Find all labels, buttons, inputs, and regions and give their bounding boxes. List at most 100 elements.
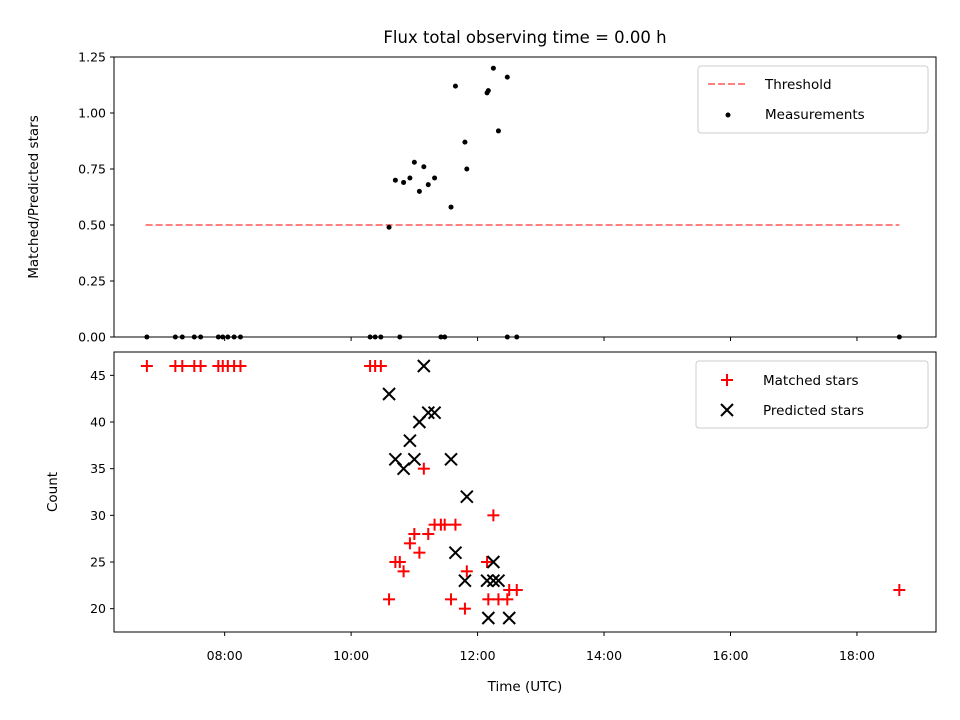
- predicted-star-stroke-b: [427, 405, 442, 420]
- predicted-star-point: [421, 405, 435, 420]
- x-tick-label: 08:00: [207, 648, 243, 663]
- predicted-star-point: [502, 611, 516, 625]
- predicted-star-stroke-b: [486, 573, 501, 588]
- matched-star-point: [413, 546, 426, 559]
- chart-title: Flux total observing time = 0.00 h: [383, 28, 666, 47]
- matched-star-point: [194, 360, 207, 372]
- matched-star-point: [397, 565, 410, 578]
- x-tick-label: 10:00: [333, 648, 369, 663]
- predicted-star-stroke-b: [382, 387, 396, 401]
- matched-star-point: [234, 360, 247, 372]
- top-y-axis-label: Matched/Predicted stars: [26, 115, 42, 278]
- measurement-point: [490, 65, 496, 71]
- measurement-point: [495, 128, 501, 134]
- top-y-tick-label: 1.00: [78, 106, 106, 121]
- predicted-star-point: [481, 611, 496, 625]
- predicted-star-point: [407, 452, 422, 467]
- predicted-star-point: [427, 405, 442, 420]
- legend-predicted-label: Predicted stars: [763, 403, 864, 419]
- predicted-star-point: [460, 489, 474, 504]
- measurement-point: [485, 88, 491, 94]
- predicted-star-point: [486, 555, 501, 569]
- top-y-tick-label: 0.75: [78, 162, 106, 177]
- measurement-point: [464, 166, 470, 172]
- top-y-tick-label: 0.25: [78, 274, 106, 289]
- predicted-star-stroke-b: [407, 452, 422, 467]
- matched-star-point: [487, 509, 500, 522]
- predicted-star-point: [444, 452, 458, 467]
- predicted-star-point: [486, 573, 501, 588]
- matched-star-point: [176, 360, 189, 372]
- measurement-point: [504, 74, 510, 80]
- predicted-star-stroke-b: [421, 405, 435, 420]
- matched-star-point: [438, 518, 451, 531]
- legend-threshold-label: Threshold: [764, 77, 832, 93]
- matched-star-point: [481, 556, 494, 568]
- predicted-star-stroke-b: [502, 611, 516, 625]
- measurement-point: [416, 188, 422, 194]
- predicted-star-stroke-b: [486, 555, 501, 569]
- top-y-tick-label: 0.00: [78, 330, 106, 345]
- predicted-star-stroke-b: [460, 489, 474, 504]
- predicted-star-point: [480, 573, 494, 588]
- top-axis-ticks: 0.00 0.25 0.50 0.75 1.00 1.25: [78, 50, 858, 345]
- predicted-star-stroke-b: [480, 573, 494, 588]
- bottom-y-tick-label: 35: [90, 461, 106, 476]
- matched-star-point: [408, 528, 421, 540]
- x-axis-label: Time (UTC): [487, 679, 563, 695]
- predicted-star-stroke-b: [448, 545, 463, 560]
- predicted-star-stroke-b: [458, 573, 472, 588]
- bottom-y-tick-label: 30: [90, 508, 106, 523]
- predicted-star-point: [491, 573, 506, 588]
- predicted-star-stroke-b: [444, 452, 458, 467]
- top-y-tick-label: 0.50: [78, 218, 106, 233]
- x-tick-label: 16:00: [712, 648, 748, 663]
- matched-star-point: [383, 593, 396, 606]
- matched-star-point: [449, 518, 462, 531]
- bottom-plot-marks: [140, 359, 906, 625]
- legend-measurements-swatch: [725, 112, 731, 118]
- measurement-point: [401, 179, 407, 185]
- measurement-point: [411, 159, 417, 165]
- legend-measurements-label: Measurements: [765, 107, 865, 123]
- measurement-point: [448, 204, 454, 210]
- matched-star-point: [417, 462, 430, 475]
- measurement-point: [421, 164, 427, 170]
- top-legend-box: [697, 65, 929, 134]
- bottom-y-tick-label: 25: [90, 555, 106, 570]
- bottom-axis-ticks: 20 25 30 35 40 45 08:00 10:00 12:00 14:00 16:00 18:…: [90, 368, 875, 663]
- x-tick-label: 18:00: [839, 648, 875, 663]
- measurement-point: [432, 175, 438, 181]
- predicted-star-stroke-b: [388, 452, 403, 467]
- predicted-star-point: [382, 387, 396, 401]
- predicted-star-point: [417, 359, 431, 373]
- measurement-point: [452, 83, 458, 89]
- legend-matched-label: Matched stars: [763, 373, 859, 389]
- top-axes-frame: [113, 56, 937, 338]
- predicted-star-point: [458, 573, 472, 588]
- bottom-y-axis-label: Count: [45, 472, 61, 512]
- matched-star-point: [893, 584, 906, 596]
- legend-predicted-swatch: [720, 403, 734, 417]
- predicted-star-stroke-b: [491, 573, 506, 588]
- predicted-star-point: [396, 461, 411, 476]
- predicted-star-stroke-b: [396, 461, 411, 476]
- matched-star-point: [458, 602, 471, 615]
- measurement-point: [386, 224, 392, 230]
- predicted-star-stroke-b: [403, 433, 417, 448]
- legend-matched-swatch: [721, 374, 733, 386]
- bottom-axes-frame: [113, 351, 937, 633]
- bottom-legend: Matched stars Predicted stars: [695, 360, 929, 429]
- matched-star-point: [422, 528, 435, 540]
- top-y-tick-label: 1.25: [78, 50, 106, 65]
- matched-star-point: [403, 537, 416, 550]
- bottom-y-tick-label: 45: [90, 368, 106, 383]
- bottom-y-tick-label: 20: [90, 601, 106, 616]
- matched-star-point: [501, 593, 514, 606]
- predicted-star-stroke-b: [417, 359, 431, 373]
- matched-star-point: [482, 593, 495, 606]
- matched-star-point: [460, 565, 473, 578]
- x-tick-label: 14:00: [586, 648, 622, 663]
- top-plot-marks: [144, 65, 902, 340]
